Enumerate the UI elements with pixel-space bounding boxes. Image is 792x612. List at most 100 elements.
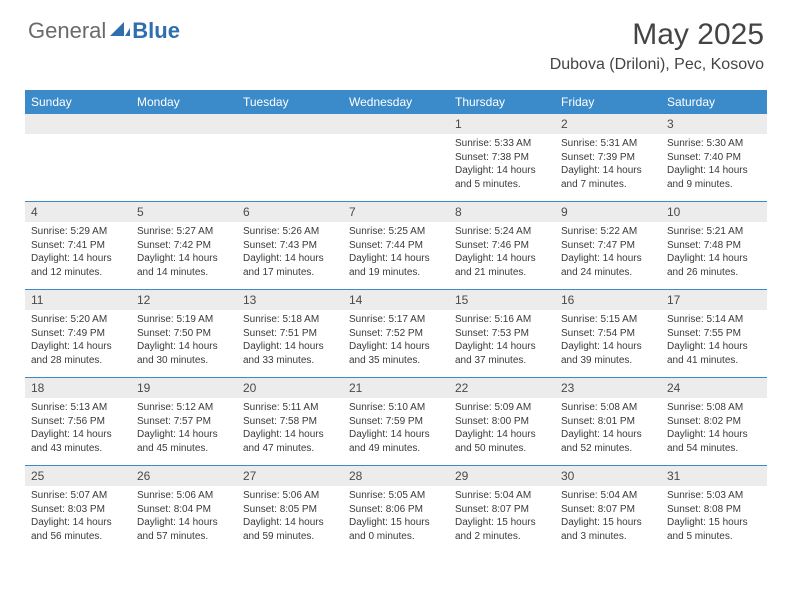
sunset-text: Sunset: 8:07 PM <box>455 503 549 517</box>
day-details: Sunrise: 5:29 AMSunset: 7:41 PMDaylight:… <box>25 222 131 289</box>
sunrise-text: Sunrise: 5:15 AM <box>561 313 655 327</box>
detail-row: Sunrise: 5:13 AMSunset: 7:56 PMDaylight:… <box>25 398 767 465</box>
sunrise-text: Sunrise: 5:04 AM <box>561 489 655 503</box>
sunrise-text: Sunrise: 5:21 AM <box>667 225 761 239</box>
day-details: Sunrise: 5:24 AMSunset: 7:46 PMDaylight:… <box>449 222 555 289</box>
day-details: Sunrise: 5:12 AMSunset: 7:57 PMDaylight:… <box>131 398 237 465</box>
day-number: 19 <box>131 378 237 398</box>
sunrise-text: Sunrise: 5:27 AM <box>137 225 231 239</box>
sunrise-text: Sunrise: 5:29 AM <box>31 225 125 239</box>
day-header: Wednesday <box>343 90 449 114</box>
sunrise-text: Sunrise: 5:08 AM <box>561 401 655 415</box>
day-details: Sunrise: 5:27 AMSunset: 7:42 PMDaylight:… <box>131 222 237 289</box>
sunrise-text: Sunrise: 5:25 AM <box>349 225 443 239</box>
day-header: Monday <box>131 90 237 114</box>
daylight-text: Daylight: 14 hours and 50 minutes. <box>455 428 549 455</box>
day-number <box>131 114 237 134</box>
day-details: Sunrise: 5:03 AMSunset: 8:08 PMDaylight:… <box>661 486 767 553</box>
day-number: 28 <box>343 466 449 486</box>
detail-row: Sunrise: 5:20 AMSunset: 7:49 PMDaylight:… <box>25 310 767 377</box>
day-number: 10 <box>661 202 767 222</box>
day-number: 29 <box>449 466 555 486</box>
daylight-text: Daylight: 14 hours and 59 minutes. <box>243 516 337 543</box>
day-number: 5 <box>131 202 237 222</box>
daylight-text: Daylight: 14 hours and 26 minutes. <box>667 252 761 279</box>
sunset-text: Sunset: 7:57 PM <box>137 415 231 429</box>
calendar-table: SundayMondayTuesdayWednesdayThursdayFrid… <box>25 90 767 553</box>
daylight-text: Daylight: 14 hours and 24 minutes. <box>561 252 655 279</box>
calendar-body: 123Sunrise: 5:33 AMSunset: 7:38 PMDaylig… <box>25 114 767 553</box>
day-number: 11 <box>25 290 131 310</box>
sunrise-text: Sunrise: 5:18 AM <box>243 313 337 327</box>
day-number: 23 <box>555 378 661 398</box>
sunrise-text: Sunrise: 5:19 AM <box>137 313 231 327</box>
day-number: 8 <box>449 202 555 222</box>
sunrise-text: Sunrise: 5:17 AM <box>349 313 443 327</box>
brand-part1: General <box>28 18 106 44</box>
sunset-text: Sunset: 7:42 PM <box>137 239 231 253</box>
day-number: 17 <box>661 290 767 310</box>
sunset-text: Sunset: 8:05 PM <box>243 503 337 517</box>
day-number: 16 <box>555 290 661 310</box>
sunrise-text: Sunrise: 5:07 AM <box>31 489 125 503</box>
day-details <box>25 134 131 201</box>
day-number <box>25 114 131 134</box>
sunset-text: Sunset: 7:47 PM <box>561 239 655 253</box>
sunset-text: Sunset: 8:07 PM <box>561 503 655 517</box>
sunset-text: Sunset: 7:55 PM <box>667 327 761 341</box>
sunset-text: Sunset: 8:04 PM <box>137 503 231 517</box>
day-details: Sunrise: 5:25 AMSunset: 7:44 PMDaylight:… <box>343 222 449 289</box>
sunrise-text: Sunrise: 5:22 AM <box>561 225 655 239</box>
sunrise-text: Sunrise: 5:10 AM <box>349 401 443 415</box>
day-details: Sunrise: 5:31 AMSunset: 7:39 PMDaylight:… <box>555 134 661 201</box>
day-number: 26 <box>131 466 237 486</box>
daynum-row: 18192021222324 <box>25 378 767 398</box>
week-block: 11121314151617Sunrise: 5:20 AMSunset: 7:… <box>25 289 767 377</box>
day-details: Sunrise: 5:05 AMSunset: 8:06 PMDaylight:… <box>343 486 449 553</box>
daylight-text: Daylight: 14 hours and 41 minutes. <box>667 340 761 367</box>
day-details: Sunrise: 5:04 AMSunset: 8:07 PMDaylight:… <box>555 486 661 553</box>
page-header: General Blue May 2025 Dubova (Driloni), … <box>0 0 792 82</box>
sunrise-text: Sunrise: 5:14 AM <box>667 313 761 327</box>
sunrise-text: Sunrise: 5:30 AM <box>667 137 761 151</box>
sunset-text: Sunset: 8:00 PM <box>455 415 549 429</box>
sunset-text: Sunset: 7:51 PM <box>243 327 337 341</box>
day-details: Sunrise: 5:04 AMSunset: 8:07 PMDaylight:… <box>449 486 555 553</box>
day-details <box>131 134 237 201</box>
daylight-text: Daylight: 15 hours and 0 minutes. <box>349 516 443 543</box>
daylight-text: Daylight: 14 hours and 45 minutes. <box>137 428 231 455</box>
sunrise-text: Sunrise: 5:05 AM <box>349 489 443 503</box>
day-number: 15 <box>449 290 555 310</box>
daynum-row: 123 <box>25 114 767 134</box>
sunrise-text: Sunrise: 5:03 AM <box>667 489 761 503</box>
sunset-text: Sunset: 7:38 PM <box>455 151 549 165</box>
day-number: 6 <box>237 202 343 222</box>
week-block: 45678910Sunrise: 5:29 AMSunset: 7:41 PMD… <box>25 201 767 289</box>
detail-row: Sunrise: 5:33 AMSunset: 7:38 PMDaylight:… <box>25 134 767 201</box>
daylight-text: Daylight: 14 hours and 17 minutes. <box>243 252 337 279</box>
day-details: Sunrise: 5:06 AMSunset: 8:04 PMDaylight:… <box>131 486 237 553</box>
day-details: Sunrise: 5:21 AMSunset: 7:48 PMDaylight:… <box>661 222 767 289</box>
sunset-text: Sunset: 7:49 PM <box>31 327 125 341</box>
sunset-text: Sunset: 7:44 PM <box>349 239 443 253</box>
sunset-text: Sunset: 8:02 PM <box>667 415 761 429</box>
day-number <box>237 114 343 134</box>
daylight-text: Daylight: 14 hours and 35 minutes. <box>349 340 443 367</box>
day-details: Sunrise: 5:22 AMSunset: 7:47 PMDaylight:… <box>555 222 661 289</box>
sunset-text: Sunset: 7:54 PM <box>561 327 655 341</box>
sunset-text: Sunset: 8:01 PM <box>561 415 655 429</box>
daylight-text: Daylight: 14 hours and 19 minutes. <box>349 252 443 279</box>
day-details: Sunrise: 5:10 AMSunset: 7:59 PMDaylight:… <box>343 398 449 465</box>
daylight-text: Daylight: 14 hours and 30 minutes. <box>137 340 231 367</box>
sunset-text: Sunset: 7:40 PM <box>667 151 761 165</box>
daylight-text: Daylight: 14 hours and 49 minutes. <box>349 428 443 455</box>
day-number <box>343 114 449 134</box>
daylight-text: Daylight: 14 hours and 47 minutes. <box>243 428 337 455</box>
daylight-text: Daylight: 14 hours and 39 minutes. <box>561 340 655 367</box>
day-details: Sunrise: 5:18 AMSunset: 7:51 PMDaylight:… <box>237 310 343 377</box>
day-details: Sunrise: 5:11 AMSunset: 7:58 PMDaylight:… <box>237 398 343 465</box>
sunrise-text: Sunrise: 5:04 AM <box>455 489 549 503</box>
daylight-text: Daylight: 15 hours and 5 minutes. <box>667 516 761 543</box>
daylight-text: Daylight: 14 hours and 5 minutes. <box>455 164 549 191</box>
day-details: Sunrise: 5:07 AMSunset: 8:03 PMDaylight:… <box>25 486 131 553</box>
